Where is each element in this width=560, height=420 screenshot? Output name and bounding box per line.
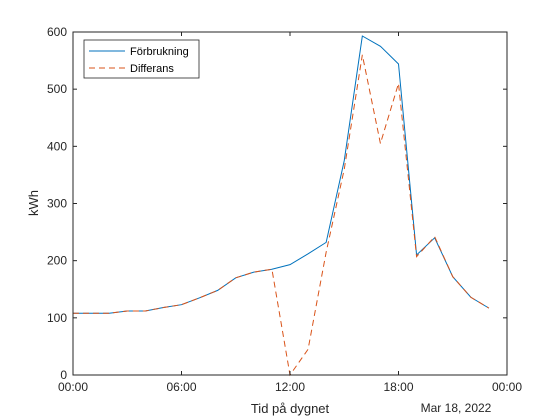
date-label: Mar 18, 2022 [421, 401, 492, 415]
x-tick-label-4: 00:00 [492, 380, 522, 394]
legend-label-series-1: Differans [130, 63, 174, 75]
x-tick-label-1: 06:00 [166, 380, 196, 394]
y-tick-label-6: 600 [47, 25, 67, 39]
series-line-1 [73, 54, 490, 377]
y-axis-label: kWh [26, 190, 41, 216]
legend-label-series-0: Förbrukning [130, 46, 189, 58]
series-line-0 [73, 35, 490, 314]
x-tick-label-2: 12:00 [275, 380, 305, 394]
x-axis-label: Tid på dygnet [251, 401, 330, 416]
ticks-layer: 00:00 06:00 12:00 18:00 00:00010020030040050… [47, 25, 522, 394]
y-tick-label-0: 0 [60, 368, 67, 382]
x-tick-label-3: 18:00 [383, 380, 413, 394]
series-layer [73, 35, 490, 377]
y-tick-label-3: 300 [47, 197, 67, 211]
y-tick-label-2: 200 [47, 254, 67, 268]
legend: Förbrukning Differans [83, 39, 200, 79]
x-tick-label-0: 00:00 [58, 380, 88, 394]
plot-area [73, 32, 507, 375]
y-tick-label-4: 400 [47, 139, 67, 153]
legend-box [83, 39, 200, 79]
y-tick-label-1: 100 [47, 311, 67, 325]
y-tick-label-5: 500 [47, 82, 67, 96]
